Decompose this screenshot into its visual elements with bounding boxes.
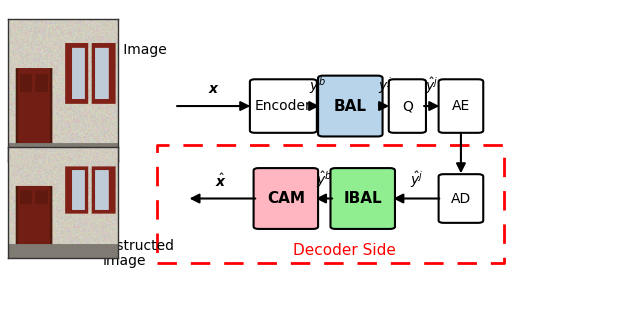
FancyBboxPatch shape [388,79,426,133]
FancyBboxPatch shape [438,79,483,133]
Text: AD: AD [451,191,471,205]
Text: $\hat{y}^b$: $\hat{y}^b$ [316,169,332,190]
Text: Q: Q [402,99,413,113]
Text: $\hat{\boldsymbol{x}}$: $\hat{\boldsymbol{x}}$ [216,173,227,190]
FancyBboxPatch shape [318,76,383,137]
Text: Image: Image [103,254,147,269]
Text: Input Image: Input Image [83,43,166,57]
Text: $y^b$: $y^b$ [308,76,326,96]
FancyBboxPatch shape [438,174,483,223]
Text: Reconstructed: Reconstructed [75,239,175,253]
Text: $y^j$: $y^j$ [378,76,392,96]
Text: $\hat{y}^j$: $\hat{y}^j$ [410,169,423,190]
Text: $\boldsymbol{x}$: $\boldsymbol{x}$ [208,82,220,96]
Text: Encoder: Encoder [255,99,312,113]
FancyBboxPatch shape [330,168,395,229]
FancyBboxPatch shape [253,168,318,229]
FancyBboxPatch shape [250,79,317,133]
Text: IBAL: IBAL [344,191,382,206]
Text: BAL: BAL [334,99,367,113]
Text: $\hat{y}^j$: $\hat{y}^j$ [426,76,439,96]
Text: AE: AE [452,99,470,113]
Text: CAM: CAM [267,191,305,206]
Text: Decoder Side: Decoder Side [293,243,396,258]
